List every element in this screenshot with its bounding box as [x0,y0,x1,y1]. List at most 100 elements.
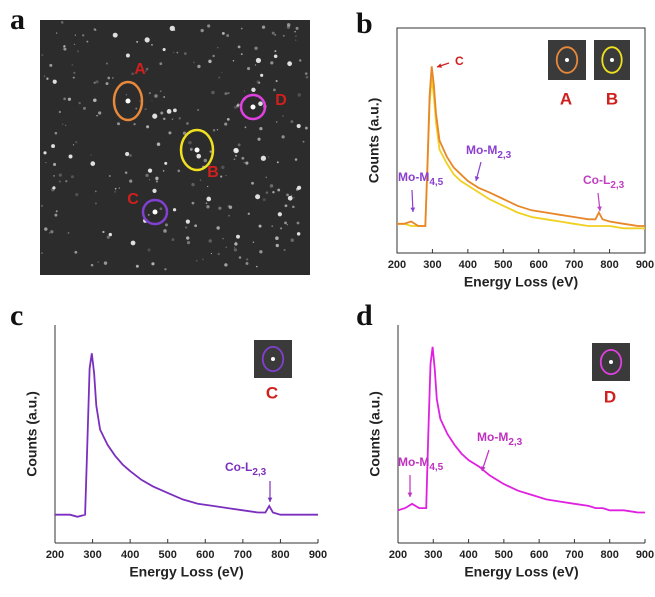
x-tick-label: 900 [636,549,654,561]
speckle [240,53,243,56]
speckle [276,161,279,164]
inset-marker [555,46,579,74]
speckle [74,34,76,36]
annotation: C [455,54,464,68]
inset-label: D [604,387,616,406]
x-axis-label: Energy Loss (eV) [464,564,578,580]
speckle [245,262,249,265]
speckle [176,51,179,54]
arrow-head [267,497,273,502]
atom [152,209,158,215]
speckle [206,205,210,209]
speckle [103,261,108,265]
speckle [145,70,147,72]
speckle [281,135,285,139]
speckle [233,248,238,252]
speckle [225,246,228,249]
speckle [72,144,75,146]
speckle [233,158,236,161]
atom [173,108,177,113]
x-tick-label: 400 [459,259,477,271]
panel-label: c [10,299,23,332]
speckle [268,156,270,158]
atom [152,113,158,119]
atom [185,219,190,224]
speckle [236,103,240,107]
speckle [154,94,158,98]
arrow-head [410,207,416,212]
speckle [226,34,230,37]
arrow-head [437,63,442,68]
panel-label: a [10,3,25,36]
inset-marker [601,46,623,74]
speckle [302,140,305,143]
speckle [163,229,167,233]
speckle [135,107,138,110]
speckle [228,214,231,217]
speckle [203,158,208,163]
speckle [240,27,243,30]
speckle [95,80,99,84]
x-tick-label: 400 [459,549,477,561]
atom [236,234,240,239]
speckle [194,224,197,228]
speckle [218,76,221,79]
speckle [234,242,238,246]
annotation-sub: 4,5 [429,462,443,473]
speckle [75,140,78,144]
speckle [177,169,181,173]
speckle [286,223,289,226]
atom [125,98,131,104]
speckle [252,241,255,244]
x-tick-label: 500 [495,549,513,561]
speckle [65,180,68,183]
speckle [171,238,175,242]
speckle [62,48,65,50]
atom [164,161,168,165]
x-tick-label: 300 [83,549,101,561]
y-axis-label: Counts (a.u.) [367,391,383,477]
speckle [254,64,257,66]
inset-label: B [606,89,618,108]
speckle [58,110,62,114]
speckle [224,92,228,96]
speckle [94,190,97,193]
speckle [269,184,274,188]
speckle [243,90,246,92]
atom [130,240,136,246]
atom [250,104,256,110]
speckle [217,252,220,256]
speckle [275,236,279,240]
marker-label: D [275,92,287,109]
speckle [105,82,109,86]
speckle [54,131,58,135]
speckle [246,66,251,71]
speckle [275,79,278,83]
speckle [93,98,97,103]
speckle [58,180,61,183]
annotation: Mo-M2,3 [477,430,523,447]
speckle [83,106,86,110]
speckle [244,126,247,129]
x-tick-label: 700 [234,549,252,561]
speckle [75,192,79,197]
speckle [294,30,296,33]
speckle [107,76,111,80]
speckle [292,205,295,209]
inset-marker [261,345,285,373]
inset-label: A [560,89,572,108]
speckle [58,173,63,177]
y-axis-label: Counts (a.u.) [366,98,382,184]
speckle [151,262,155,266]
x-tick-label: 800 [601,549,619,561]
speckle [277,188,281,192]
speckle [228,205,233,210]
speckle [146,125,150,129]
speckle [197,109,200,111]
speckle [116,122,121,126]
annotation-text: Mo-M [477,430,508,444]
speckle [297,93,302,97]
speckle [245,161,249,165]
marker [179,128,215,172]
atom [52,186,56,190]
